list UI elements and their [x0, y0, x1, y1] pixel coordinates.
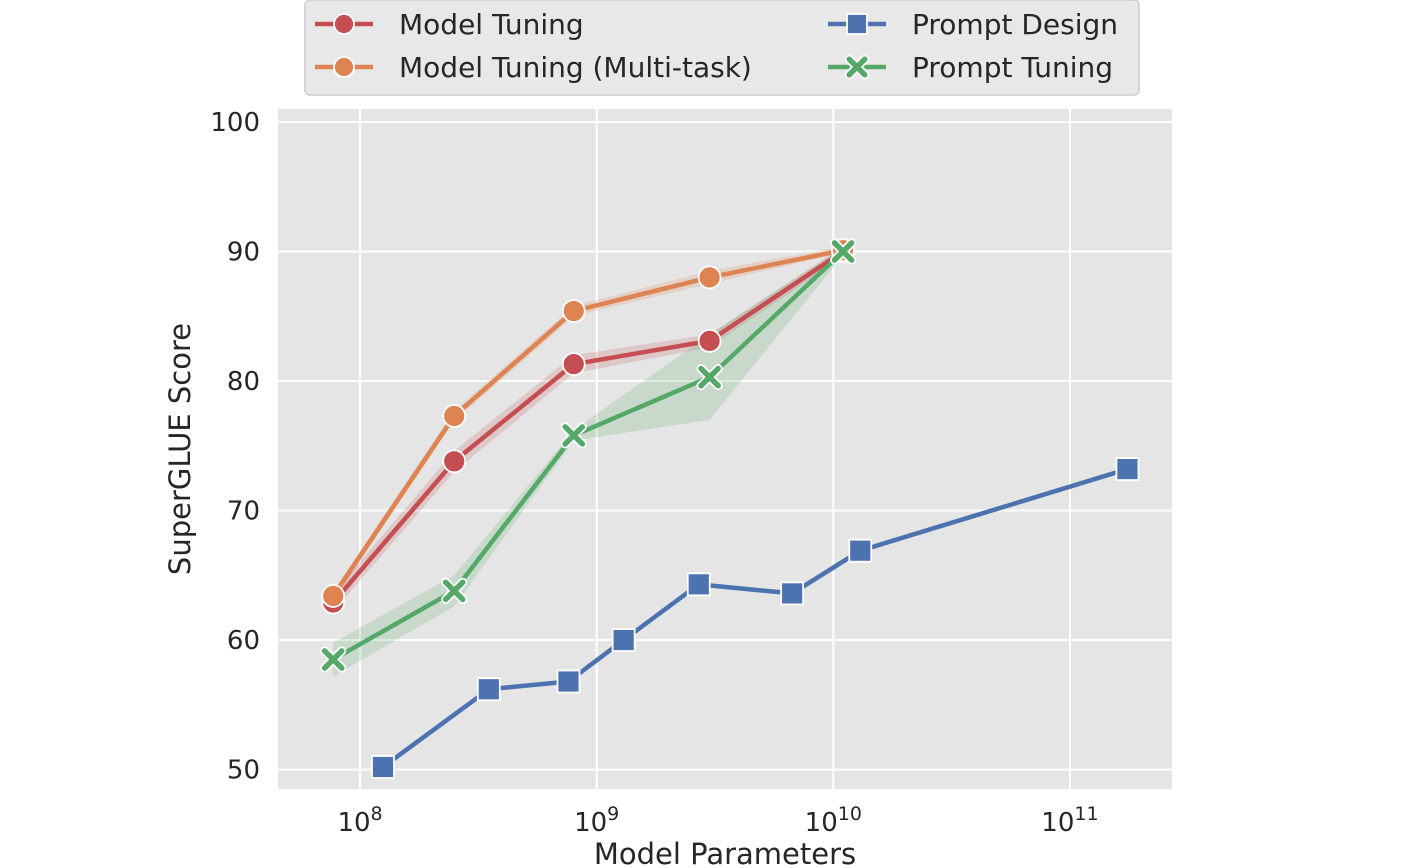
- point-prompt-design: [848, 538, 873, 563]
- y-tick-label: 50: [227, 756, 260, 786]
- y-tick-label: 90: [227, 237, 260, 267]
- legend-box: [304, 0, 1140, 96]
- point-prompt-design: [1115, 457, 1140, 481]
- legend-marker-prompt-tuning: [844, 54, 870, 80]
- legend-label-model-tuning-multi-task: Model Tuning (Multi-task): [399, 51, 752, 84]
- x-axis-label: Model Parameters: [594, 837, 856, 868]
- legend-label-model-tuning: Model Tuning: [399, 8, 584, 41]
- point-model-tuning-multi-task: [561, 299, 586, 323]
- point-prompt-tuning: [830, 238, 857, 265]
- x-tick-label: 1011: [1041, 803, 1098, 838]
- point-model-tuning-multi-task: [697, 265, 722, 290]
- point-prompt-design: [371, 755, 395, 779]
- point-prompt-design: [611, 628, 636, 652]
- y-tick-label: 60: [227, 626, 260, 656]
- y-tick-label: 100: [210, 108, 260, 138]
- point-prompt-tuning: [560, 422, 587, 449]
- point-prompt-design: [780, 581, 805, 606]
- point-model-tuning-multi-task: [442, 404, 467, 428]
- point-prompt-tuning: [441, 577, 468, 604]
- point-model-tuning: [442, 449, 467, 474]
- legend-marker-model-tuning-multi-task: [333, 56, 355, 78]
- y-tick-label: 70: [227, 497, 260, 527]
- plot-background: [278, 109, 1172, 789]
- point-model-tuning: [697, 328, 722, 353]
- grid-lines: [278, 109, 1172, 789]
- point-model-tuning: [561, 352, 586, 377]
- legend-label-prompt-design: Prompt Design: [912, 8, 1118, 41]
- x-tick-label: 109: [574, 803, 619, 838]
- series-markers: [320, 238, 1140, 779]
- point-prompt-tuning: [320, 646, 347, 673]
- y-tick-labels: 50 60 70 80 90 100: [210, 108, 260, 786]
- band-prompt-tuning: [333, 247, 844, 677]
- y-tick-label: 80: [227, 367, 260, 397]
- x-tick-label: 108: [337, 803, 382, 838]
- point-prompt-design: [686, 572, 711, 597]
- legend-marker-prompt-design: [846, 13, 868, 35]
- point-model-tuning-multi-task: [321, 584, 346, 608]
- point-prompt-tuning: [696, 364, 723, 391]
- point-prompt-design: [556, 669, 581, 694]
- x-tick-label: 1010: [805, 803, 862, 838]
- legend: Model Tuning Model Tuning (Multi-task) Pro…: [304, 0, 1140, 96]
- x-tick-labels: 108 109 1010 1011: [337, 803, 1098, 838]
- point-prompt-design: [476, 677, 501, 702]
- y-axis-label: SuperGLUE Score: [163, 323, 197, 575]
- legend-marker-model-tuning: [333, 13, 355, 35]
- legend-label-prompt-tuning: Prompt Tuning: [912, 51, 1113, 84]
